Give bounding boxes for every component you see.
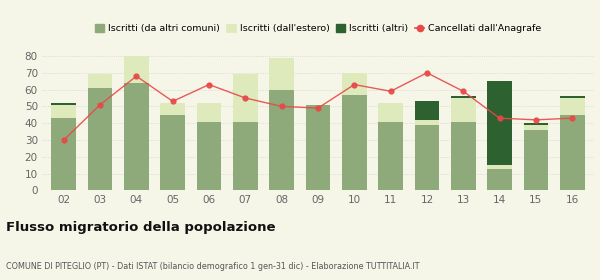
Bar [378, 122, 403, 190]
Bar [52, 118, 76, 190]
Bar [451, 98, 476, 122]
Bar [269, 90, 294, 190]
Bar [524, 125, 548, 130]
Bar [197, 122, 221, 190]
Bar [197, 103, 221, 122]
Bar [560, 96, 584, 98]
Bar [124, 56, 149, 83]
Bar [52, 103, 76, 105]
Bar [524, 130, 548, 190]
Bar [233, 74, 258, 122]
Bar [487, 165, 512, 169]
Bar [233, 122, 258, 190]
Bar [415, 120, 439, 125]
Bar [378, 103, 403, 122]
Bar [342, 73, 367, 95]
Bar [487, 169, 512, 190]
Bar [342, 95, 367, 190]
Bar [415, 101, 439, 120]
Text: Flusso migratorio della popolazione: Flusso migratorio della popolazione [6, 221, 275, 234]
Bar [52, 105, 76, 118]
Bar [124, 83, 149, 190]
Bar [487, 81, 512, 165]
Bar [560, 98, 584, 115]
Text: COMUNE DI PITEGLIO (PT) - Dati ISTAT (bilancio demografico 1 gen-31 dic) - Elabo: COMUNE DI PITEGLIO (PT) - Dati ISTAT (bi… [6, 262, 419, 271]
Bar [560, 115, 584, 190]
Bar [451, 122, 476, 190]
Bar [88, 88, 112, 190]
Bar [160, 103, 185, 115]
Bar [524, 123, 548, 125]
Bar [269, 58, 294, 90]
Bar [160, 115, 185, 190]
Bar [305, 105, 331, 190]
Bar [451, 96, 476, 98]
Bar [88, 74, 112, 88]
Legend: Iscritti (da altri comuni), Iscritti (dall'estero), Iscritti (altri), Cancellati: Iscritti (da altri comuni), Iscritti (da… [91, 20, 545, 37]
Bar [415, 125, 439, 190]
